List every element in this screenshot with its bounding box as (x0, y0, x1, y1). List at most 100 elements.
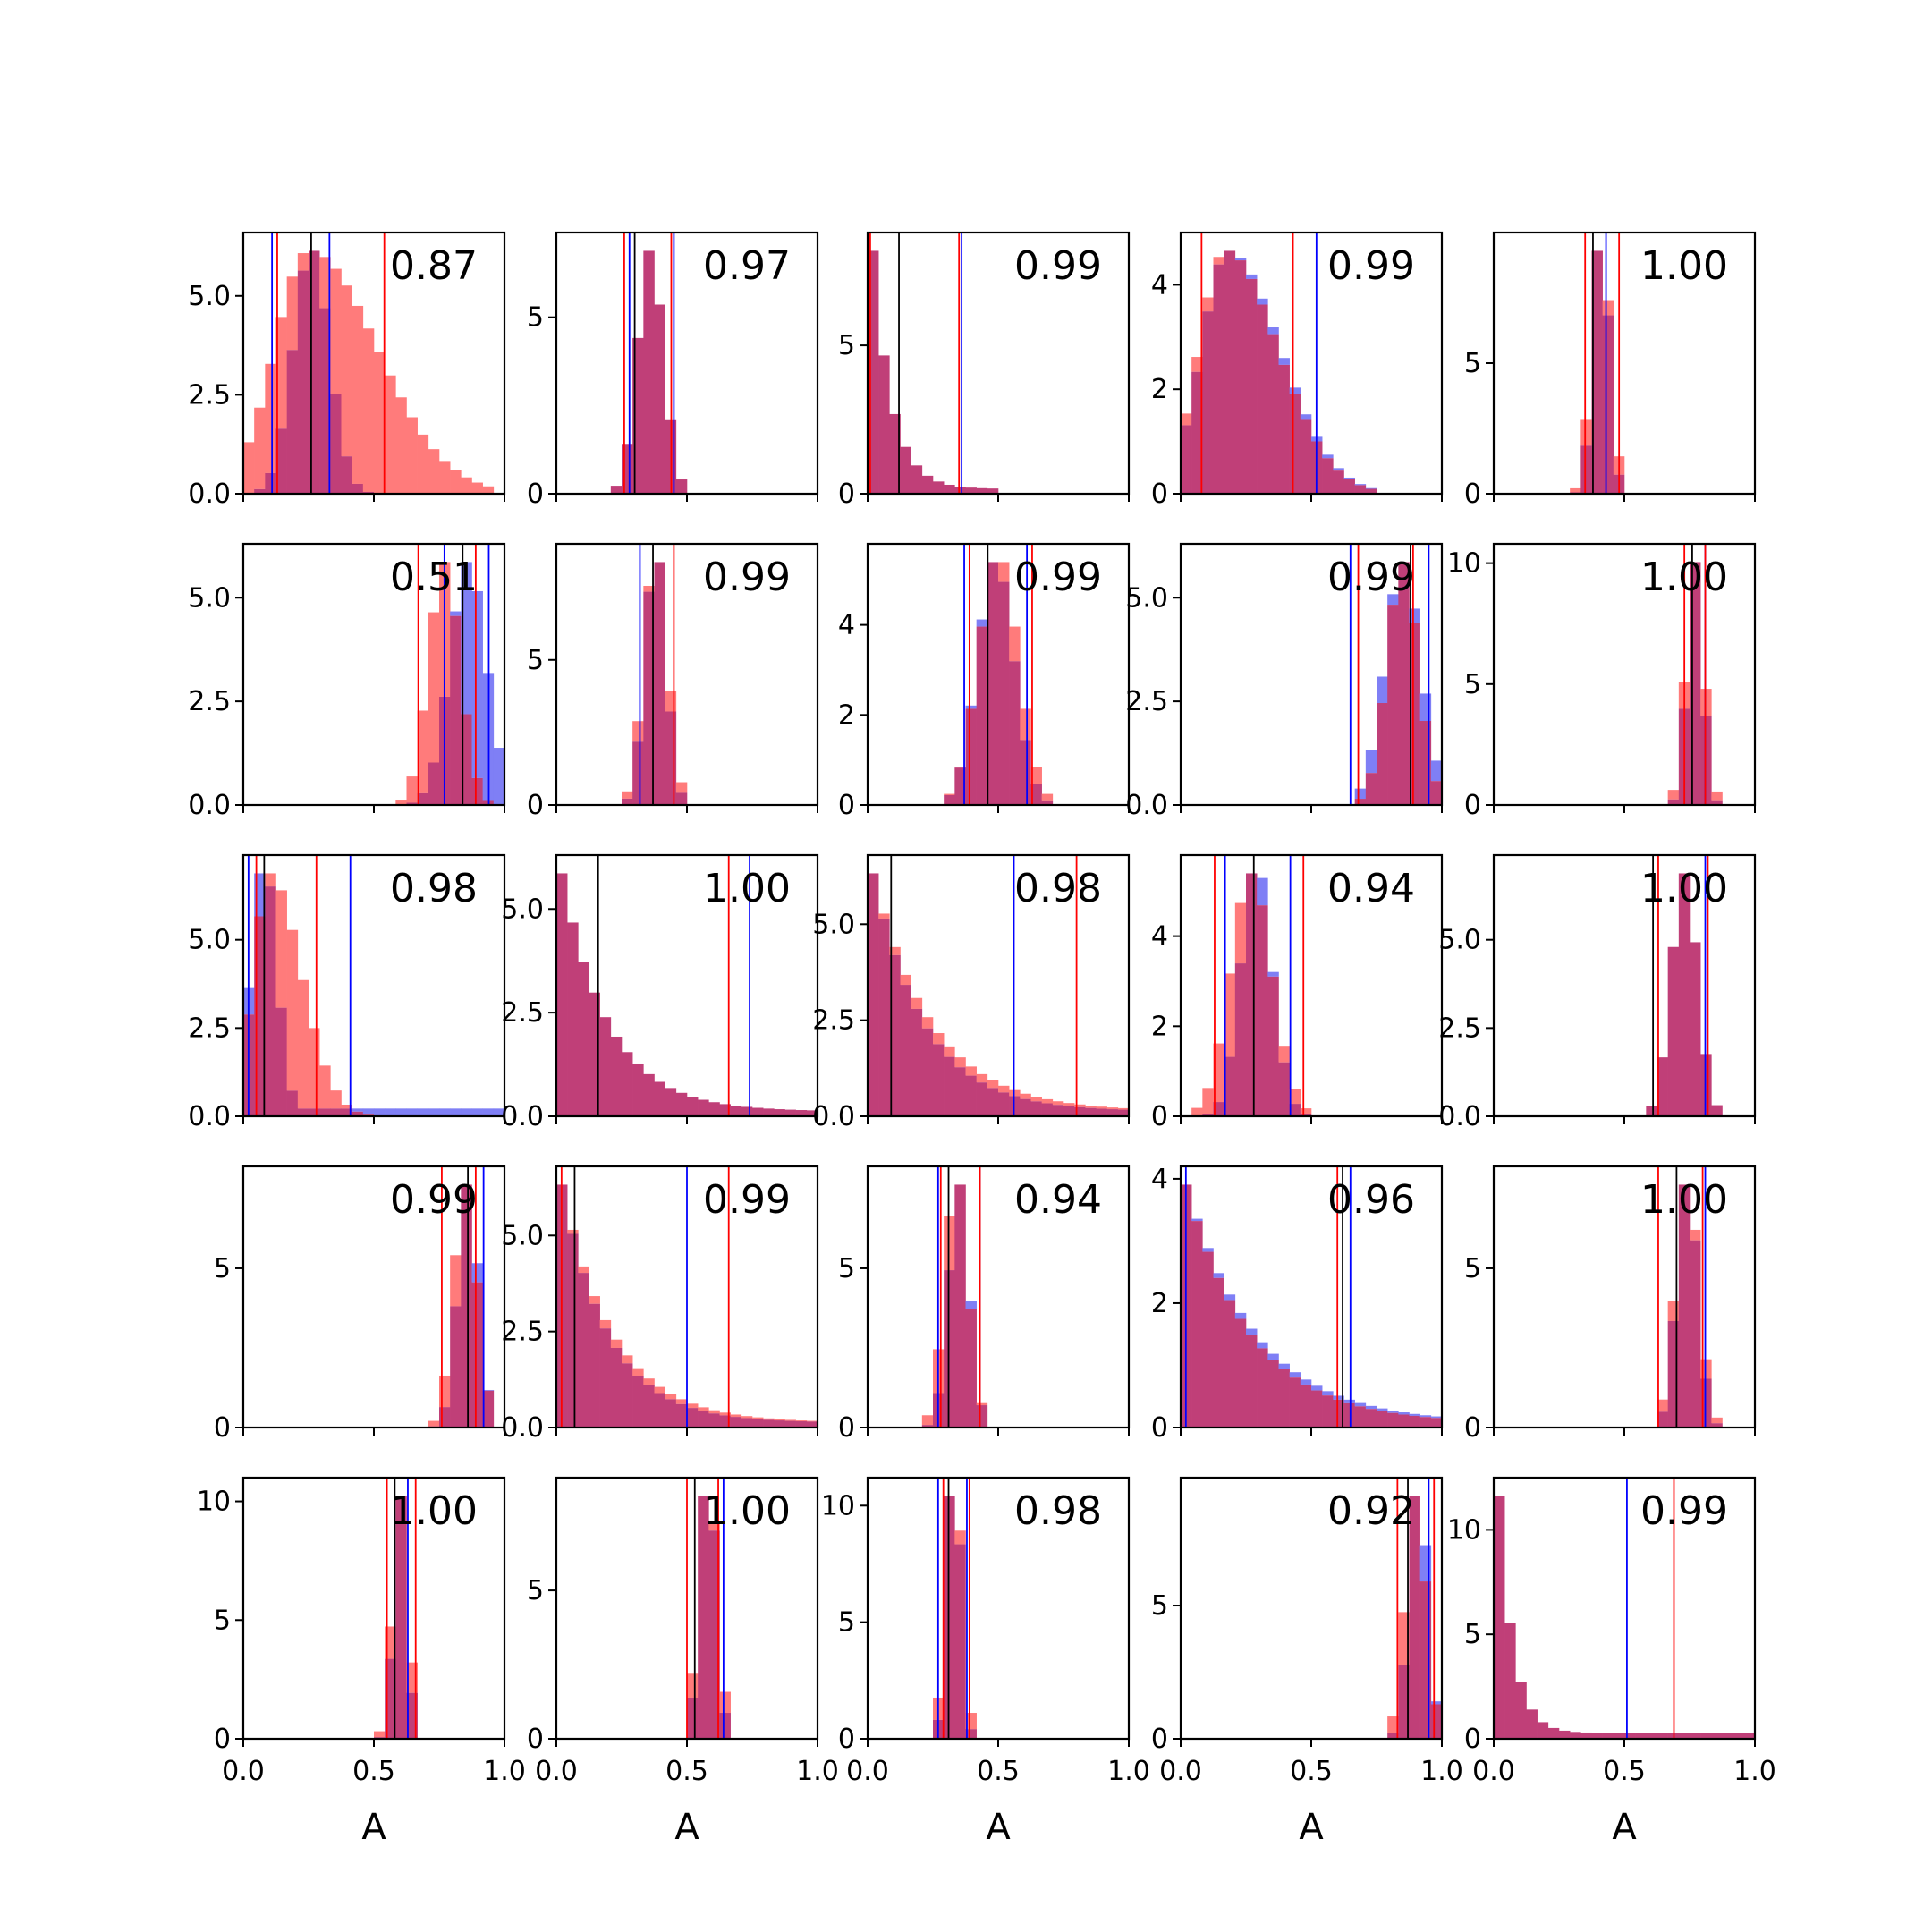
bar-blue (385, 1108, 396, 1116)
bar-red (275, 317, 287, 429)
bar-overlap (1377, 1411, 1388, 1428)
y-tick-label: 2 (1151, 1011, 1168, 1042)
x-tick-label: 0.0 (1472, 1756, 1515, 1787)
bar-red (665, 1394, 677, 1400)
bar-blue (1354, 788, 1367, 800)
bar-red (622, 791, 633, 799)
y-tick-label: 2.5 (188, 686, 231, 717)
bar-red (461, 477, 472, 494)
bar-overlap (1430, 781, 1443, 805)
bar-red (362, 328, 375, 492)
bar-red (471, 482, 483, 494)
y-tick-label: 2.5 (501, 1317, 544, 1348)
bar-overlap (1657, 1057, 1668, 1116)
bar-red (319, 257, 331, 309)
panel-2-5: 0 5 10 1.00 (1447, 542, 1757, 821)
bar-blue (1311, 1385, 1323, 1391)
y-tick-label: 10 (197, 1487, 231, 1518)
bar-red (297, 979, 309, 1109)
bar-blue (1246, 274, 1258, 279)
bar-overlap (965, 487, 977, 494)
bar-overlap (1213, 1277, 1224, 1428)
bar-red (1213, 257, 1224, 265)
bar-overlap (944, 484, 955, 494)
bar-overlap (687, 1408, 699, 1428)
bar-blue (1300, 414, 1312, 420)
bar-overlap (675, 792, 688, 805)
bar-blue (1343, 1399, 1355, 1403)
bar-overlap (665, 1399, 677, 1428)
panel-3-3: 0.0 2.5 5.0 0.98 (812, 853, 1131, 1132)
bar-overlap (1267, 1360, 1279, 1428)
bar-overlap (1267, 976, 1279, 1116)
bar-overlap (1398, 1665, 1410, 1739)
bar-red (417, 710, 429, 793)
bar-red (1300, 1108, 1312, 1115)
bar-red (687, 1403, 699, 1409)
bar-red (406, 417, 418, 494)
bar-overlap (944, 794, 955, 805)
bar-blue (493, 1108, 505, 1116)
bar-overlap (921, 1425, 934, 1428)
bar-blue (1387, 1410, 1399, 1413)
bar-overlap (1602, 315, 1614, 494)
bar-overlap (1602, 1733, 1614, 1739)
y-tick-label: 4 (838, 610, 855, 641)
bar-overlap (1224, 1056, 1236, 1116)
bar-red (309, 1028, 320, 1109)
bar-red (1020, 708, 1031, 741)
x-tick-label: 0.5 (1603, 1756, 1646, 1787)
bar-blue (1409, 1413, 1420, 1416)
bar-overlap (987, 1088, 999, 1116)
bar-red (954, 1057, 966, 1068)
bar-red (265, 873, 276, 887)
bar-red (1041, 793, 1054, 801)
bar-overlap (1711, 1105, 1723, 1116)
bar-blue (1267, 971, 1279, 977)
y-tick-label: 0.0 (812, 1101, 855, 1132)
bar-overlap (309, 1108, 320, 1116)
bar-red (878, 913, 890, 919)
bar-red (1041, 1098, 1054, 1104)
bar-red (1191, 1107, 1203, 1116)
bar-overlap (998, 581, 1010, 805)
bar-blue (352, 1108, 364, 1112)
bar-overlap (1224, 250, 1236, 494)
bar-overlap (1354, 799, 1367, 805)
bar-red (254, 407, 266, 489)
panel-annotation: 0.87 (390, 243, 478, 289)
bar-red (578, 1266, 589, 1274)
bar-overlap (1537, 1722, 1549, 1739)
y-tick-label: 5 (1464, 669, 1481, 700)
bar-overlap (921, 475, 934, 494)
bar-blue (1398, 1412, 1410, 1415)
bar-red (330, 268, 342, 394)
panel-annotation: 0.94 (1327, 866, 1415, 911)
y-tick-label: 0 (1464, 1724, 1481, 1755)
bar-overlap (265, 886, 276, 1116)
bar-red (417, 434, 429, 494)
bar-red (632, 1368, 644, 1376)
panel-3-1: 0.0 2.5 5.0 0.98 (188, 853, 506, 1132)
bar-red (1711, 1417, 1723, 1424)
bar-overlap (309, 250, 320, 494)
bar-blue (471, 590, 483, 778)
y-tick-label: 0 (214, 1724, 231, 1755)
bar-red (1202, 1088, 1214, 1114)
bar-blue (965, 705, 977, 709)
bar-red (1289, 1089, 1301, 1105)
bar-blue (1365, 750, 1377, 774)
bar-blue (1377, 1408, 1388, 1411)
bar-overlap (1246, 278, 1258, 494)
bar-blue (1343, 477, 1355, 479)
bar-overlap (1202, 1114, 1214, 1116)
bar-red (675, 1399, 688, 1404)
bar-overlap (654, 1081, 665, 1116)
y-tick-label: 0 (1464, 1412, 1481, 1444)
bar-overlap (1354, 1406, 1367, 1428)
bar-overlap (461, 714, 472, 805)
bar-overlap (461, 1184, 472, 1428)
y-tick-label: 4 (1151, 269, 1168, 301)
bar-overlap (1267, 334, 1279, 494)
bar-overlap (1409, 1415, 1420, 1428)
